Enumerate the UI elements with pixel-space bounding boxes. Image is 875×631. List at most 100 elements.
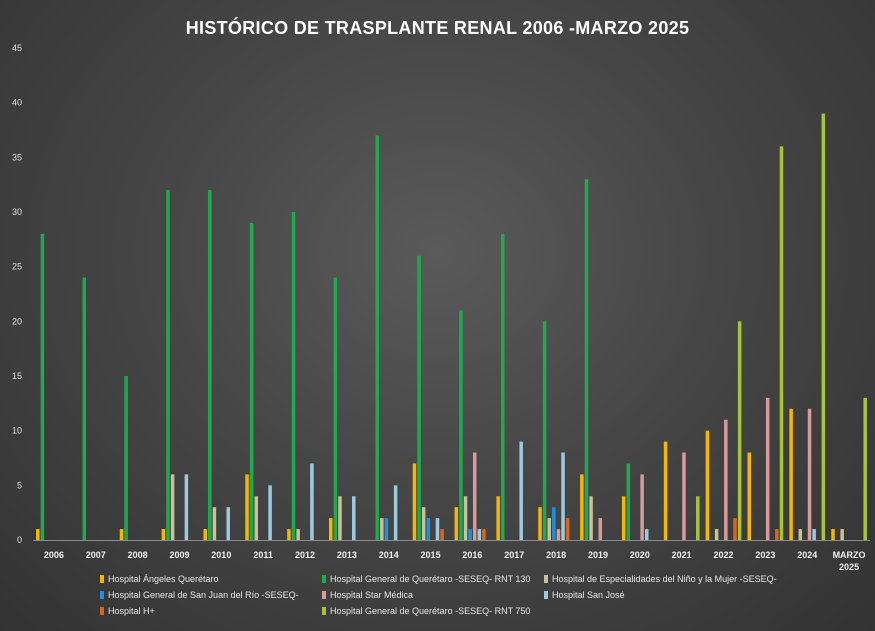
bar — [287, 529, 291, 540]
bar — [831, 529, 835, 540]
x-tick-label: 2011 — [253, 550, 273, 560]
bar — [329, 518, 333, 540]
legend-item: Hospital General de San Juan del Río -SE… — [100, 590, 322, 600]
bar — [170, 474, 175, 540]
bar — [338, 496, 342, 540]
bar — [863, 397, 867, 540]
legend-label: Hospital General de Querétaro -SESEQ- RN… — [330, 574, 531, 584]
bar — [333, 277, 338, 540]
legend-item: Hospital Star Médica — [322, 590, 544, 600]
bar — [352, 496, 356, 540]
bar — [724, 419, 728, 540]
legend-item: Hospital Ángeles Querétaro — [100, 574, 322, 584]
bar — [714, 529, 719, 540]
bar — [812, 529, 816, 540]
x-tick-label: 2014 — [379, 550, 399, 560]
bar — [821, 113, 826, 540]
bar — [184, 474, 189, 540]
bar — [747, 452, 752, 540]
bar — [459, 310, 463, 540]
legend-swatch — [322, 591, 326, 599]
legend-label: Hospital Star Médica — [330, 590, 414, 600]
bar — [682, 452, 686, 540]
bar — [421, 507, 426, 540]
bar — [501, 233, 505, 540]
bar — [496, 496, 500, 540]
bar — [598, 518, 603, 540]
bar — [119, 529, 124, 540]
legend-swatch — [544, 575, 548, 583]
bar — [296, 529, 300, 540]
bar — [291, 212, 296, 540]
bar — [417, 255, 421, 540]
x-tick-label: 2017 — [504, 550, 524, 560]
bar — [426, 518, 431, 540]
bar — [245, 474, 249, 540]
bar — [733, 518, 737, 540]
bar — [472, 452, 477, 540]
bar — [477, 529, 482, 540]
bar — [268, 485, 272, 540]
x-tick-label: 2023 — [755, 550, 775, 560]
bar — [807, 408, 812, 540]
bar — [212, 507, 217, 540]
bar — [124, 376, 128, 540]
bar — [380, 518, 384, 540]
bar — [435, 518, 440, 540]
bar — [556, 529, 561, 540]
bar — [542, 321, 547, 540]
y-tick-label: 40 — [12, 98, 22, 108]
bar — [463, 496, 468, 540]
x-tick-label: 2020 — [630, 550, 650, 560]
bar — [626, 463, 631, 540]
chart-title: HISTÓRICO DE TRASPLANTE RENAL 2006 -MARZ… — [185, 18, 690, 38]
bar — [482, 529, 486, 540]
legend-item: Hospital General de Querétaro -SESEQ- RN… — [322, 574, 544, 584]
legend-swatch — [544, 591, 548, 599]
bar — [468, 529, 472, 540]
bar — [440, 529, 444, 540]
legend-label: Hospital General de Querétaro -SESEQ- RN… — [330, 606, 531, 616]
bar — [538, 507, 542, 540]
bar — [584, 179, 589, 540]
x-tick-label: MARZO 2025 — [833, 550, 866, 572]
x-tick-label: 2019 — [588, 550, 608, 560]
legend-label: Hospital General de San Juan del Río -SE… — [108, 590, 299, 600]
bar — [621, 496, 626, 540]
bar — [208, 190, 212, 540]
bar — [589, 496, 593, 540]
bar — [840, 529, 844, 540]
legend-swatch — [100, 575, 104, 583]
y-tick-label: 25 — [12, 262, 22, 272]
bar — [393, 485, 398, 540]
y-tick-label: 0 — [17, 535, 22, 545]
bar — [310, 463, 314, 540]
legend-label: Hospital Ángeles Querétaro — [108, 574, 219, 584]
bar — [580, 474, 584, 540]
bar — [161, 529, 166, 540]
bar — [454, 507, 459, 540]
legend-swatch — [322, 575, 326, 583]
x-tick-label: 2022 — [714, 550, 734, 560]
bar — [789, 408, 793, 540]
bar — [254, 496, 259, 540]
legend-item: Hospital H+ — [100, 606, 322, 616]
x-tick-label: 2009 — [169, 550, 189, 560]
legend-label: Hospital San José — [552, 590, 625, 600]
bar — [36, 529, 40, 540]
bar — [40, 233, 45, 540]
x-tick-label: 2018 — [546, 550, 566, 560]
legend-swatch — [100, 591, 104, 599]
y-tick-label: 45 — [12, 43, 22, 53]
bar — [565, 518, 570, 540]
bar — [765, 397, 770, 540]
bar — [249, 222, 254, 540]
bar — [644, 529, 649, 540]
bar — [82, 277, 87, 540]
x-tick-label: 2024 — [797, 550, 817, 560]
bar — [737, 321, 742, 540]
bar — [705, 430, 710, 540]
y-tick-label: 35 — [12, 152, 22, 162]
legend: Hospital Ángeles Querétaro Hospital Gener… — [100, 574, 820, 616]
